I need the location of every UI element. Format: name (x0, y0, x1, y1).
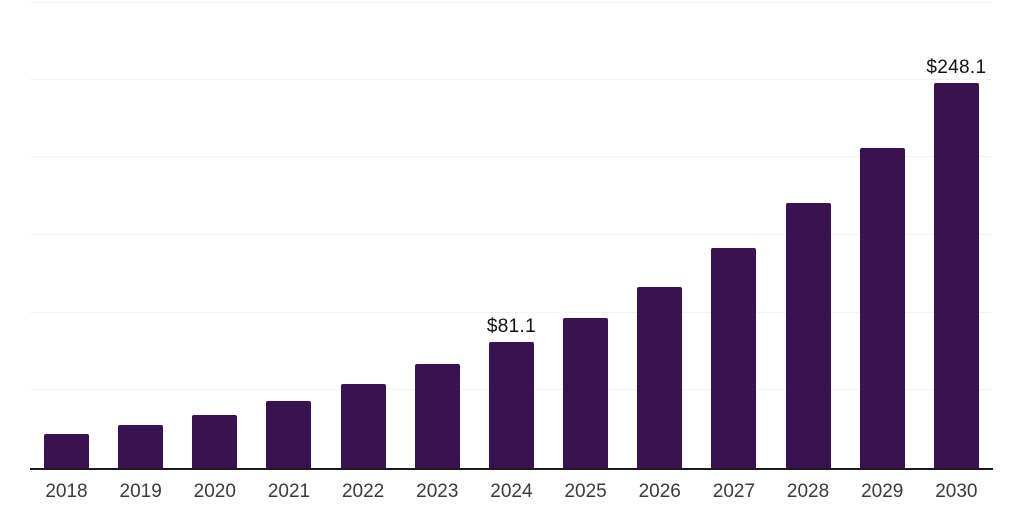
x-tick-2020: 2020 (193, 481, 236, 502)
bars-row: $81.1 $248.1 (30, 2, 993, 468)
bar-2025 (563, 318, 609, 468)
x-tick-2027: 2027 (712, 481, 756, 502)
x-tick-2026: 2026 (638, 481, 681, 502)
bar-2026 (637, 286, 683, 468)
bar-2028 (785, 203, 831, 468)
x-tick-2022: 2022 (341, 481, 385, 502)
gridline-200 (30, 156, 993, 157)
x-tick-2030: 2030 (935, 481, 978, 502)
plot-area: $81.1 $248.1 (30, 2, 993, 470)
x-tick-2029: 2029 (861, 481, 904, 502)
bar-2029 (859, 147, 905, 468)
x-tick-2028: 2028 (786, 481, 830, 502)
bar-2018 (44, 434, 89, 468)
gridline-100 (30, 312, 993, 313)
bar-2019 (118, 425, 164, 468)
x-tick-2023: 2023 (416, 481, 459, 502)
x-axis-ticks: 2018 2019 2020 2021 2022 2023 2024 2025 2026 2027… (30, 482, 993, 501)
bar-2020 (192, 414, 238, 468)
x-tick-2021: 2021 (267, 481, 311, 502)
bar-2023 (414, 363, 460, 468)
gridline-150 (30, 234, 993, 235)
x-tick-2019: 2019 (119, 481, 162, 502)
bar-value-label-2024: $81.1 (486, 316, 536, 338)
gridline-300 (30, 2, 993, 3)
bar-value-label-2030: $248.1 (926, 56, 987, 78)
bar-2024: $81.1 (487, 317, 536, 468)
bar-2027 (711, 248, 757, 468)
bar-2022 (340, 384, 386, 468)
x-tick-2018: 2018 (45, 481, 88, 502)
x-tick-2025: 2025 (564, 481, 607, 502)
bar-2030: $248.1 (926, 58, 986, 468)
bar-2021 (266, 401, 312, 468)
gridline-250 (30, 79, 993, 80)
x-tick-2024: 2024 (490, 481, 533, 502)
